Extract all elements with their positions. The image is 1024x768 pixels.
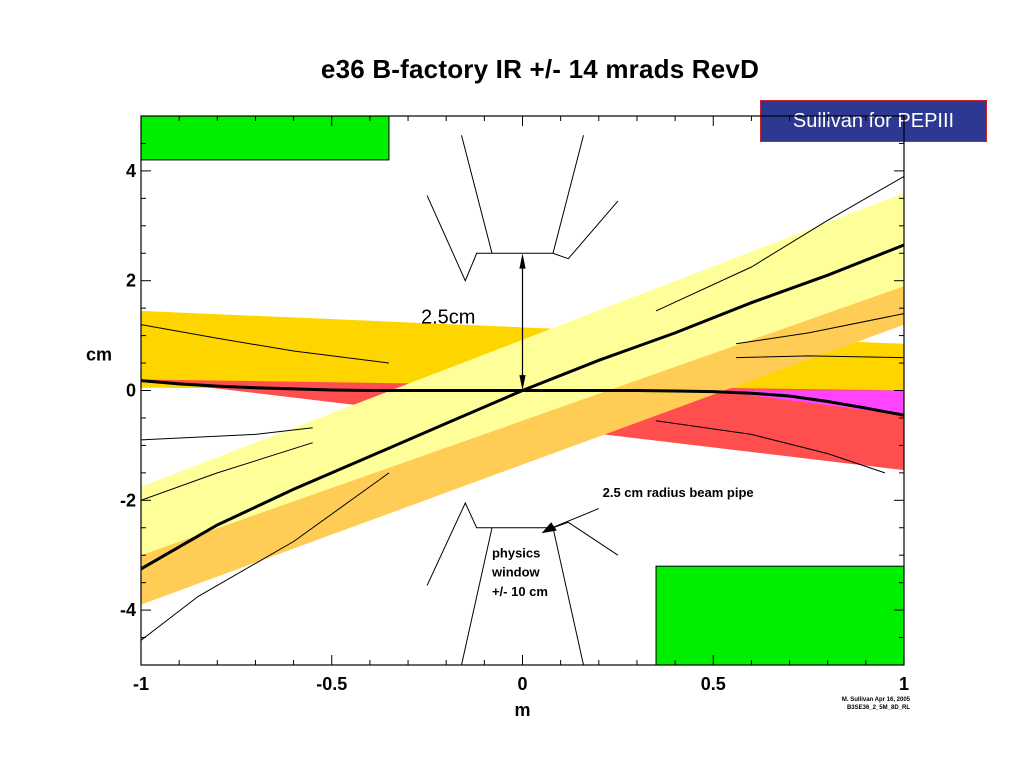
x-tick-label: 1 <box>899 674 909 694</box>
pointer-line <box>545 508 599 531</box>
envelope-line <box>141 427 313 441</box>
envelope-line <box>736 355 904 359</box>
physics-window-label: +/- 10 cm <box>492 584 548 599</box>
physics-window-label: physics <box>492 545 540 560</box>
y-tick-label: 2 <box>126 271 136 291</box>
author-badge: Sullivan for PEPIII <box>760 100 987 142</box>
y-tick-label: -2 <box>120 490 136 510</box>
envelope-line <box>736 313 904 345</box>
y-axis-label: cm <box>86 344 112 364</box>
envelope-line <box>655 420 886 474</box>
credit-line-2: B3SE36_2_5M_8D_RL <box>846 705 910 711</box>
arrow-head-up <box>519 253 526 269</box>
beam-pipe-outline <box>461 135 493 254</box>
envelope-line <box>141 324 390 364</box>
x-axis-label: m <box>514 700 530 720</box>
x-tick-label: 0 <box>517 674 527 694</box>
x-tick-label: -1 <box>133 674 149 694</box>
beam-pipe-label: 2.5 cm radius beam pipe <box>603 485 754 500</box>
magenta-envelope-patch <box>713 390 904 416</box>
y-tick-label: 0 <box>126 381 136 401</box>
y-tick-label: -4 <box>120 600 136 620</box>
pointer-arrow-head <box>541 522 557 534</box>
y-tick-label: 4 <box>126 161 136 181</box>
chart-title: e36 B-factory IR +/- 14 mrads RevD <box>320 54 760 84</box>
beam-pipe-outline <box>426 501 619 586</box>
beam-pipe-outline <box>552 135 584 254</box>
envelope-line <box>141 442 313 501</box>
physics-window-label: window <box>491 565 541 580</box>
magnet-block <box>655 565 904 665</box>
beam-pipe-outline <box>426 195 619 282</box>
envelope-line <box>141 472 390 641</box>
beam-pipe-outline <box>461 527 493 665</box>
magnet-block <box>141 116 390 161</box>
credit-line-1: M. Sullivan Apr 16, 2005 <box>841 697 910 703</box>
x-tick-label: 0.5 <box>701 674 726 694</box>
envelope-line <box>655 175 904 312</box>
dimension-label: 2.5cm <box>421 306 475 328</box>
credit-block: M. Sullivan Apr 16, 2005 B3SE36_2_5M_8D_… <box>790 696 910 712</box>
x-tick-label: -0.5 <box>316 674 347 694</box>
arrow-head-down <box>519 375 526 391</box>
beam-pipe-outline <box>552 527 584 665</box>
